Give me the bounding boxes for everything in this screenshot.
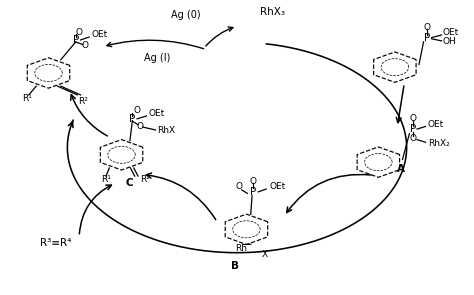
Text: OH: OH <box>443 37 456 46</box>
Text: OEt: OEt <box>443 28 459 37</box>
Text: O: O <box>76 27 82 37</box>
Text: P: P <box>129 114 136 124</box>
Text: O: O <box>134 106 141 115</box>
Text: O: O <box>423 23 430 32</box>
Text: Ag (0): Ag (0) <box>171 10 201 20</box>
Text: RhX₃: RhX₃ <box>260 7 284 17</box>
Text: B: B <box>231 261 238 271</box>
Text: O: O <box>82 41 89 50</box>
Text: RhX: RhX <box>157 126 175 135</box>
Text: O: O <box>250 177 257 186</box>
Text: OEt: OEt <box>149 109 165 118</box>
Text: R³≡R⁴: R³≡R⁴ <box>40 238 71 248</box>
Text: O: O <box>137 122 144 131</box>
Text: OEt: OEt <box>428 119 444 129</box>
Text: OEt: OEt <box>269 182 285 191</box>
Text: X: X <box>261 250 267 259</box>
Text: OEt: OEt <box>92 30 108 40</box>
Text: O: O <box>409 114 416 123</box>
Text: A: A <box>397 164 405 174</box>
Text: R²: R² <box>140 175 150 184</box>
Text: R¹: R¹ <box>22 94 32 103</box>
Text: O: O <box>236 182 243 191</box>
Text: R¹: R¹ <box>101 175 111 184</box>
Text: Rh: Rh <box>235 244 247 253</box>
Text: P: P <box>410 124 416 135</box>
Text: R²: R² <box>78 97 88 106</box>
Text: O: O <box>409 134 416 143</box>
Text: P: P <box>250 187 256 197</box>
Text: C: C <box>126 178 133 188</box>
Text: Ag (I): Ag (I) <box>144 53 170 63</box>
Text: P: P <box>424 33 430 43</box>
Text: RhX₂: RhX₂ <box>428 139 450 148</box>
Text: P: P <box>73 35 79 45</box>
